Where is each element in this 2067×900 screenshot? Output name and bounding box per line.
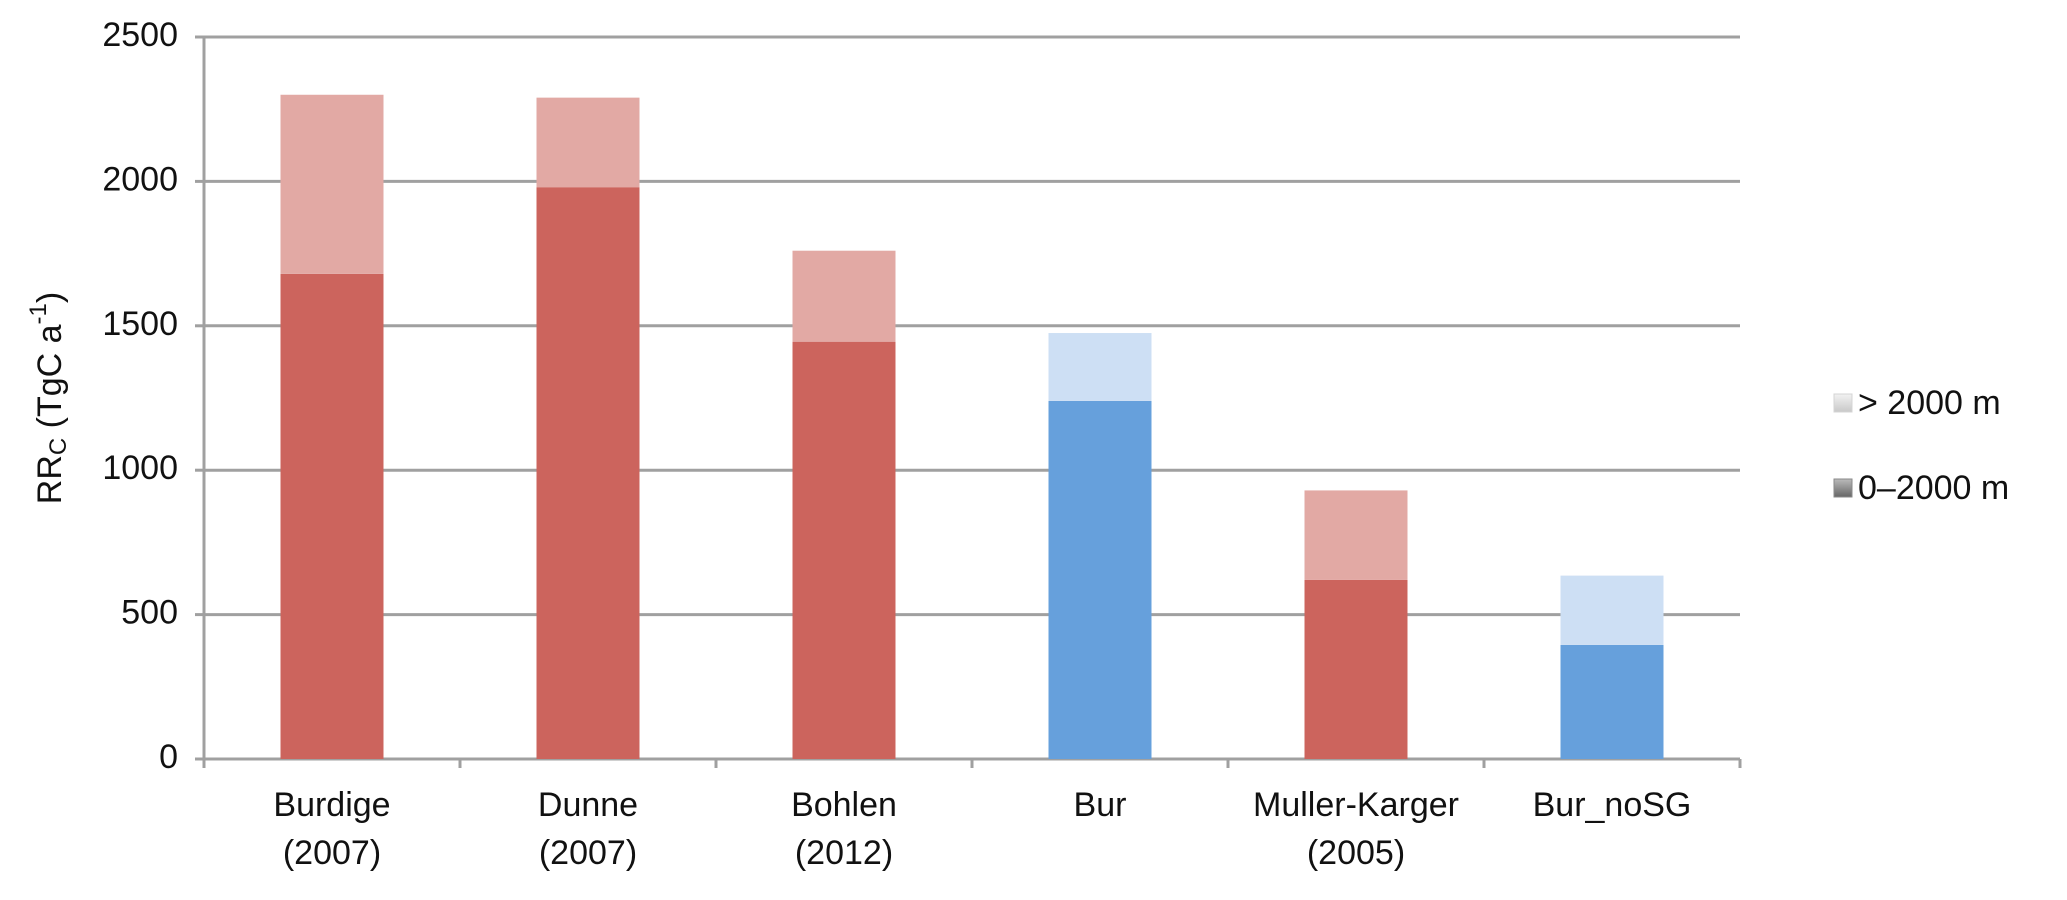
legend-label: > 2000 m: [1858, 384, 2001, 422]
y-axis-label: RRC (TgC a-1): [25, 292, 72, 504]
x-tick-label: Bur_noSG: [1533, 786, 1692, 824]
bar-segment: [792, 341, 896, 759]
y-label-part: ): [31, 292, 69, 303]
y-tick-label: 1500: [102, 305, 178, 343]
y-label-sup: -1: [25, 303, 52, 324]
bar-segment: [1560, 644, 1664, 759]
y-tick-label: 1000: [102, 449, 178, 487]
legend-swatch: [1833, 393, 1853, 413]
bar-segment: [280, 94, 384, 274]
x-tick-label: Muller-Karger (2005): [1253, 786, 1459, 872]
legend-label: 0–2000 m: [1858, 469, 2009, 507]
y-label-sub: C: [45, 438, 72, 455]
x-tick-label: Bur: [1074, 786, 1127, 824]
bar-segment: [1304, 490, 1408, 580]
bar-segment: [1048, 400, 1152, 759]
bar-segment: [792, 250, 896, 342]
x-tick-label: Bohlen (2012): [791, 786, 897, 872]
bar-segment: [536, 187, 640, 759]
legend-swatch: [1833, 478, 1853, 498]
y-label-part: (TgC a: [31, 324, 69, 437]
bar-segment: [1304, 579, 1408, 759]
y-tick-label: 2000: [102, 160, 178, 198]
bar-segment: [536, 97, 640, 188]
bar-segment: [1048, 333, 1152, 401]
y-tick-label: 0: [159, 738, 178, 776]
bar-segment: [280, 273, 384, 759]
y-tick-label: 2500: [102, 16, 178, 54]
x-tick-label: Burdige (2007): [273, 786, 390, 872]
bar-segment: [1560, 575, 1664, 645]
y-tick-label: 500: [121, 594, 178, 632]
x-tick-label: Dunne (2007): [538, 786, 638, 872]
y-label-part: RR: [31, 455, 69, 504]
